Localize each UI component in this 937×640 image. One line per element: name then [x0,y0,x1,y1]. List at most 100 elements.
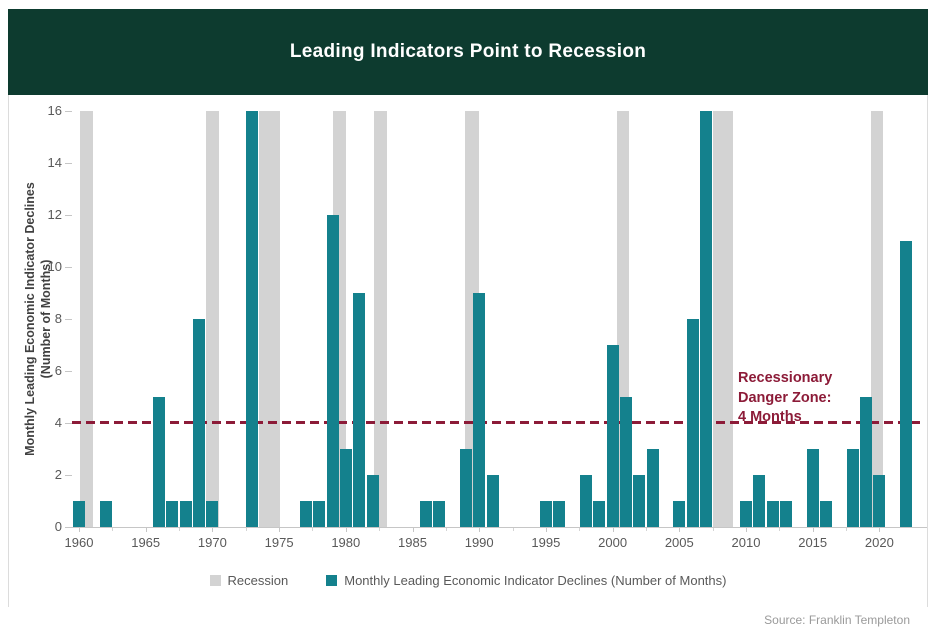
x-tick-label: 1985 [398,535,427,550]
indicator-bar [99,501,112,527]
indicator-bar [366,475,379,527]
x-minor-tick-mark [579,528,581,531]
legend-item-recession: Recession [209,573,289,588]
chart-title: Leading Indicators Point to Recession [289,41,647,62]
source-attribution: Source: Franklin Templeton [764,613,910,627]
indicator-bar [353,293,366,527]
x-minor-tick-mark [445,528,447,531]
x-tick-mark [279,528,281,532]
threshold-annotation-line1: Recessionary [738,370,833,386]
indicator-bar [860,397,873,527]
indicator-bar [579,475,592,527]
y-tick-mark [65,423,72,424]
indicator-bar [646,449,659,527]
indicator-bar [753,475,766,527]
plot-area: Recessionary Danger Zone: 4 Months 0 2 4 6 8… [48,103,927,550]
indicator-bar [593,501,606,527]
indicator-bar [673,501,686,527]
indicator-bar [206,501,219,527]
x-tick-label: 2020 [864,535,894,550]
legend-label-recession: Recession [227,573,289,588]
chart-card: Leading Indicators Point to Recession Mo… [8,9,928,607]
indicator-bar [419,501,432,527]
indicator-bar [619,397,632,527]
y-tick-mark [65,319,72,320]
indicator-bar [780,501,792,527]
x-tick-mark [746,528,747,532]
indicator-bar [433,501,446,527]
threshold-annotation: Recessionary Danger Zone: 4 Months [738,369,832,428]
x-minor-tick-mark [646,528,647,531]
legend-item-indicator: Monthly Leading Economic Indicator Decli… [326,573,726,588]
recession-band [871,111,883,527]
x-minor-tick-mark [379,528,381,531]
x-tick-mark [145,528,147,532]
indicator-bar [700,111,712,527]
indicator-bar [633,475,646,527]
chart-header: Leading Indicators Point to Recession [8,9,928,95]
x-minor-tick-mark [179,528,180,531]
y-tick-label: 8 [54,311,62,326]
indicator-bar [806,449,819,527]
x-tick-mark [412,528,414,532]
y-tick-mark [65,267,72,268]
x-minor-tick-mark [245,528,247,531]
x-tick-label: 1960 [64,535,94,550]
x-minor-tick-mark [312,528,314,531]
x-tick-mark [345,528,347,532]
x-tick-label: 1995 [531,535,561,550]
indicator-bar [153,397,165,527]
x-minor-tick-mark [779,528,781,531]
y-tick-label: 4 [54,415,62,430]
indicator-bar [686,319,699,527]
indicator-bar [553,501,566,527]
indicator-bar [313,501,326,527]
x-tick-label: 1975 [264,535,294,550]
chart-region: Monthly Leading Economic Indicator Decli… [9,95,927,607]
indicator-bar [606,345,619,527]
y-tick-mark [65,163,72,164]
threshold-line [72,421,920,424]
indicator-bar [339,449,352,527]
indicator-bar [900,241,913,527]
recession-swatch-icon [209,575,221,586]
indicator-bar [766,501,779,527]
indicator-bar [246,111,259,527]
x-minor-tick-mark [712,528,714,531]
y-tick-mark [65,215,72,216]
x-tick-mark [212,528,214,532]
y-tick-label: 14 [47,155,62,170]
x-tick-label: 1980 [331,535,361,550]
x-tick-label: 2005 [664,535,694,550]
x-minor-tick-mark [846,528,847,531]
threshold-annotation-line3: 4 Months [738,409,802,425]
y-tick-mark [65,111,72,112]
x-minor-tick-mark [112,528,114,531]
y-tick-label: 0 [54,519,62,534]
indicator-bar [179,501,192,527]
x-tick-mark [879,528,881,532]
x-tick-mark [79,528,80,532]
indicator-bar [740,501,752,527]
legend: Recession Monthly Leading Economic Indic… [9,573,927,588]
legend-label-indicator: Monthly Leading Economic Indicator Decli… [344,573,727,588]
threshold-annotation-line2: Danger Zone: [738,389,832,406]
x-tick-mark [612,528,614,532]
x-tick-mark [812,528,814,532]
indicator-bar [873,475,886,527]
x-minor-tick-mark [512,528,514,531]
indicator-bar [326,215,339,527]
x-tick-mark [679,528,681,532]
y-tick-label: 12 [47,207,62,222]
indicator-bar [459,449,472,527]
x-tick-label: 2015 [798,535,828,550]
indicator-bar [166,501,179,527]
x-tick-mark [545,528,547,532]
indicator-bars-layer [72,111,927,527]
indicator-bar [539,501,552,527]
y-tick-label: 6 [54,363,62,378]
y-tick-label: 16 [47,103,62,118]
indicator-bar [299,501,312,527]
x-tick-label: 1990 [464,535,494,550]
x-tick-label: 2010 [731,535,761,550]
